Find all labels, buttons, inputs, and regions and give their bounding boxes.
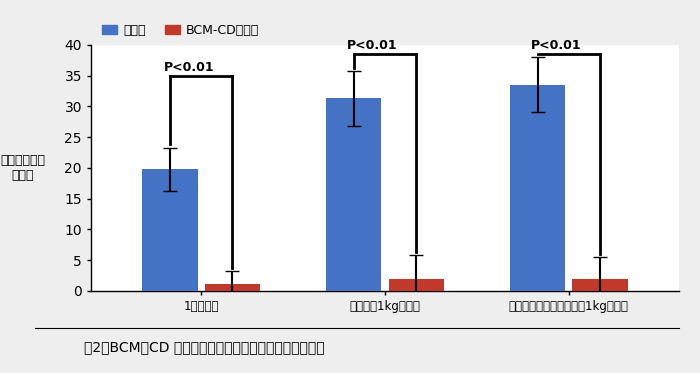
Bar bbox=[510, 85, 565, 291]
Text: P<0.01: P<0.01 bbox=[347, 39, 398, 52]
Text: P<0.01: P<0.01 bbox=[163, 61, 214, 74]
Y-axis label: メタン産生量
（Ｌ）: メタン産生量 （Ｌ） bbox=[0, 154, 46, 182]
Bar bbox=[143, 169, 197, 291]
Text: 図2　BCM－CD 添加が山羊のメタン産生量に及ぼす影響: 図2 BCM－CD 添加が山羊のメタン産生量に及ぼす影響 bbox=[84, 340, 325, 354]
Bar bbox=[573, 279, 627, 291]
Bar bbox=[205, 283, 260, 291]
Bar bbox=[326, 98, 382, 291]
Bar bbox=[389, 279, 444, 291]
Text: P<0.01: P<0.01 bbox=[531, 39, 582, 52]
Legend: 対照区, BCM-CD添加区: 対照区, BCM-CD添加区 bbox=[97, 19, 265, 42]
